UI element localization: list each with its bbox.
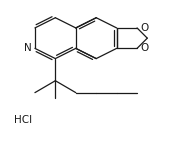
Text: O: O: [140, 23, 148, 33]
Text: HCl: HCl: [14, 115, 33, 125]
Text: N: N: [24, 43, 32, 53]
Text: O: O: [140, 43, 148, 53]
